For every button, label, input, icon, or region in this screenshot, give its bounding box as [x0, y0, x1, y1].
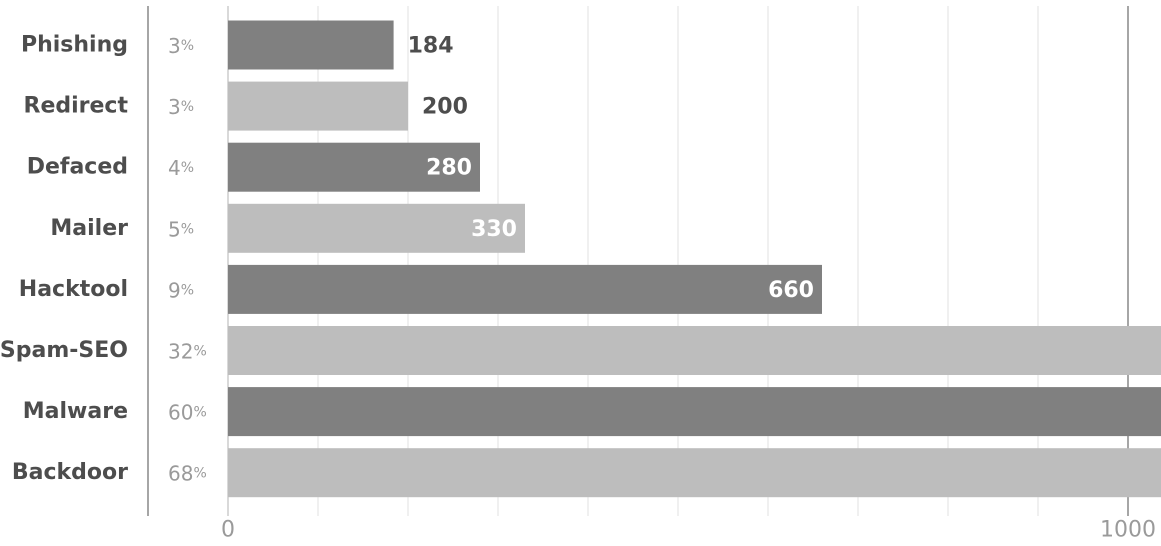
category-label: Redirect [24, 94, 129, 119]
category-label: Phishing [21, 33, 128, 58]
x-tick-label: 1000 [1100, 518, 1156, 543]
bar-backdoor [228, 448, 1161, 498]
bar-hacktool [228, 264, 822, 314]
percent-labels: 3% 3% 4% 5% 9% 32% 60% 68% [168, 34, 207, 486]
percent-label: 68% [168, 462, 207, 486]
percent-label: 3% [168, 95, 194, 119]
category-label: Malware [23, 399, 128, 424]
bar-mailer [228, 203, 525, 253]
percent-label: 4% [168, 156, 194, 180]
percent-label: 9% [168, 278, 194, 302]
category-label: Spam-SEO [0, 338, 128, 363]
bar-malware [228, 387, 1161, 437]
bar-phishing [228, 20, 394, 70]
percent-label: 3% [168, 34, 194, 58]
category-labels: Phishing Redirect Defaced Mailer Hacktool Spa… [0, 33, 128, 486]
x-tick-label: 0 [221, 518, 235, 543]
category-label: Defaced [27, 155, 128, 180]
value-label: 200 [422, 95, 468, 120]
value-label: 660 [768, 278, 814, 303]
x-tick-labels: 010002000300040005000 [221, 518, 1156, 543]
percent-label: 5% [168, 217, 194, 241]
value-label: 280 [426, 156, 472, 181]
value-label: 184 [408, 34, 454, 59]
bar-redirect [228, 81, 408, 131]
bar-spam-seo [228, 326, 1161, 375]
bars [228, 20, 1161, 498]
category-label: Mailer [50, 216, 128, 241]
percent-label: 60% [168, 401, 207, 425]
percent-label: 32% [168, 340, 207, 364]
bar-defaced [228, 142, 480, 192]
major-gridlines [1127, 6, 1129, 516]
category-label: Backdoor [12, 460, 128, 485]
value-labels: 184200280330660230042804900 [408, 34, 814, 303]
category-label: Hacktool [19, 277, 128, 302]
minor-gridlines [317, 6, 1039, 516]
value-label: 330 [471, 217, 517, 242]
